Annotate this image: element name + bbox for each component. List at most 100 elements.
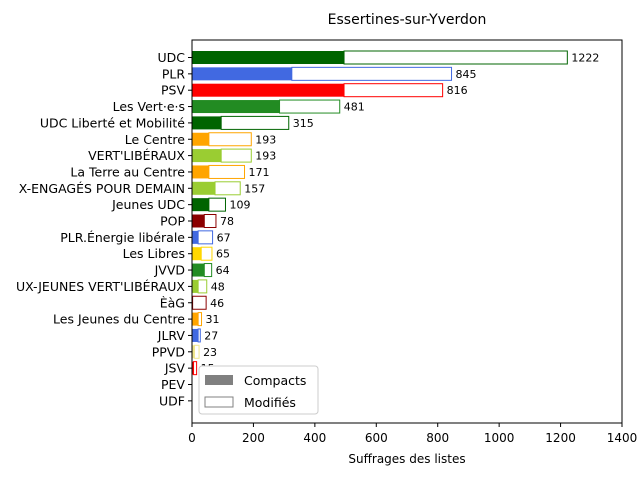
bar-compacts — [192, 263, 205, 277]
value-label: 109 — [229, 199, 250, 212]
plot-frame — [191, 39, 623, 424]
bar-compacts — [192, 279, 199, 293]
bar-modifies — [343, 50, 568, 65]
x-tick-label: 200 — [242, 431, 265, 445]
chart-title: Essertines-sur-Yverdon — [328, 12, 487, 28]
bar-compacts — [192, 149, 222, 163]
bar-compacts — [192, 100, 280, 114]
bar-modifies — [291, 66, 453, 81]
x-tick-label: 800 — [426, 431, 449, 445]
bar-modifies — [214, 181, 241, 196]
category-label: Le Centre — [125, 132, 186, 147]
legend-label-modifies: Modifiés — [244, 395, 296, 410]
bar-modifies — [197, 312, 203, 327]
x-tick-label: 1200 — [545, 431, 576, 445]
bar-modifies — [203, 214, 217, 228]
category-label: PEV — [161, 377, 185, 392]
value-label: 315 — [293, 117, 314, 130]
x-tick-label: 400 — [303, 431, 326, 445]
value-label: 1222 — [571, 52, 599, 65]
bar-modifies — [192, 295, 207, 310]
category-label: La Terre au Centre — [70, 164, 185, 179]
value-label: 193 — [255, 133, 276, 146]
bar-compacts — [192, 214, 205, 228]
x-axis-ticks: 0 200 400 600 800 1000 1200 1400 — [188, 423, 637, 445]
category-label: PLR.Énergie libérale — [60, 230, 185, 245]
value-label: 64 — [216, 264, 230, 277]
x-tick-label: 1000 — [484, 431, 515, 445]
value-label: 23 — [203, 346, 217, 359]
category-label: UDC Liberté et Mobilité — [40, 115, 185, 130]
category-label: UDF — [159, 393, 185, 408]
bar-compacts — [192, 165, 209, 179]
bar-modifies — [200, 246, 213, 261]
bar-compacts — [192, 312, 199, 326]
bar-compacts — [192, 230, 199, 244]
category-label: PSV — [161, 83, 185, 98]
category-label: ÈàG — [160, 295, 185, 310]
value-label: 48 — [211, 280, 225, 293]
bar-compacts — [192, 83, 345, 97]
bar-modifies — [193, 344, 200, 359]
category-label: JSV — [164, 361, 186, 376]
bar-modifies — [197, 279, 208, 294]
value-label: 845 — [456, 68, 477, 81]
bars-group — [192, 50, 568, 376]
value-label: 193 — [255, 150, 276, 163]
value-labels: 1222 845 816 481 315 193 193 171 157 109 78 67 65 64 4… — [201, 52, 600, 376]
bar-compacts — [192, 198, 209, 212]
bar-modifies — [197, 328, 201, 343]
x-axis-label: Suffrages des listes — [348, 452, 465, 466]
bar-compacts — [192, 132, 209, 146]
bar-compacts — [192, 51, 345, 64]
category-label: Les Libres — [123, 246, 185, 261]
bar-modifies — [208, 132, 252, 147]
category-label: Jeunes UDC — [111, 197, 185, 212]
bar-modifies — [208, 164, 246, 179]
bar-compacts — [192, 247, 202, 261]
category-label: UX-JEUNES VERT'LIBÉRAUX — [16, 279, 185, 294]
category-label: PLR — [162, 66, 186, 81]
legend-label-compacts: Compacts — [244, 373, 306, 388]
bar-modifies — [193, 361, 198, 376]
bar-compacts — [192, 361, 194, 375]
category-label: Les Vert·e·s — [113, 99, 185, 114]
x-tick-label: 1400 — [607, 431, 638, 445]
value-label: 27 — [204, 329, 218, 342]
value-label: 67 — [217, 231, 231, 244]
bar-compacts — [192, 181, 216, 195]
bar-compacts — [192, 116, 222, 130]
bar-compacts — [192, 67, 292, 81]
legend: Compacts Modifiés — [198, 365, 319, 415]
value-label: 816 — [447, 84, 468, 97]
bar-modifies — [279, 99, 341, 114]
category-label: X-ENGAGÉS POUR DEMAIN — [19, 181, 185, 196]
category-label: Les Jeunes du Centre — [53, 312, 185, 327]
value-label: 157 — [244, 182, 265, 195]
bar-modifies — [220, 115, 290, 130]
value-label: 481 — [344, 101, 365, 114]
value-label: 78 — [220, 215, 234, 228]
value-label: 171 — [249, 166, 270, 179]
x-tick-label: 0 — [188, 431, 196, 445]
category-label: JLRV — [157, 328, 186, 343]
value-label: 46 — [210, 297, 224, 310]
legend-swatch-modifies — [204, 396, 234, 408]
bar-modifies — [220, 148, 252, 163]
bar-modifies — [343, 83, 444, 98]
bar-modifies — [208, 197, 226, 212]
bar-modifies — [203, 263, 213, 278]
value-label: 65 — [216, 248, 230, 261]
x-tick-label: 600 — [365, 431, 388, 445]
bar-compacts — [192, 328, 199, 342]
category-label: UDC — [157, 50, 185, 65]
category-label: POP — [160, 214, 185, 229]
bar-compacts — [192, 345, 195, 359]
category-label: VERT'LIBÉRAUX — [88, 148, 185, 163]
value-label: 31 — [206, 313, 220, 326]
legend-swatch-compacts — [205, 375, 233, 385]
bar-modifies — [197, 230, 214, 245]
category-label: PPVD — [152, 344, 185, 359]
